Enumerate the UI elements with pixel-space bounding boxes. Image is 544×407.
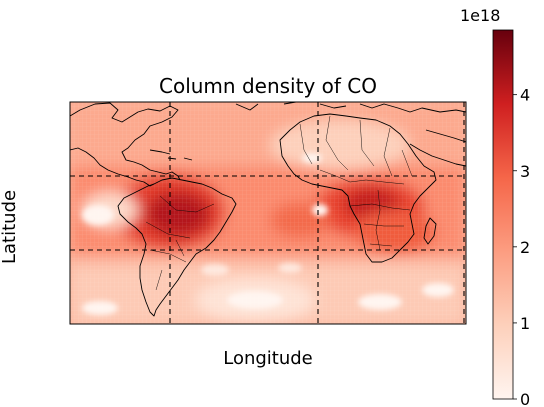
chart-title: Column density of CO xyxy=(159,74,377,98)
colorbar-tick-label: 3 xyxy=(520,162,530,181)
africa-coast xyxy=(279,113,437,263)
map-frame xyxy=(69,101,467,325)
pixel-grid xyxy=(70,102,466,324)
arabia-coast xyxy=(409,129,466,167)
colorbar-exponent: 1e18 xyxy=(460,6,501,25)
madagascar-coast xyxy=(423,217,437,245)
northern-coast xyxy=(235,103,259,111)
country-borders xyxy=(145,115,413,291)
x-axis-label: Longitude xyxy=(223,348,313,369)
colorbar-tick-label: 2 xyxy=(520,238,530,257)
colorbar-tick-label: 0 xyxy=(520,390,530,407)
graticule xyxy=(70,102,466,324)
colorbar: 0 1 2 3 4 xyxy=(492,29,530,407)
colorbar-tick-label: 1 xyxy=(520,314,530,333)
colorbar-ticks: 0 1 2 3 4 xyxy=(513,86,530,407)
colorbar-gradient xyxy=(492,29,514,400)
north-america-coast xyxy=(70,102,181,187)
south-america-coast xyxy=(117,177,237,317)
colorbar-tick-label: 4 xyxy=(520,86,530,105)
caribbean-islands xyxy=(149,149,193,161)
co-density-field xyxy=(70,102,466,324)
